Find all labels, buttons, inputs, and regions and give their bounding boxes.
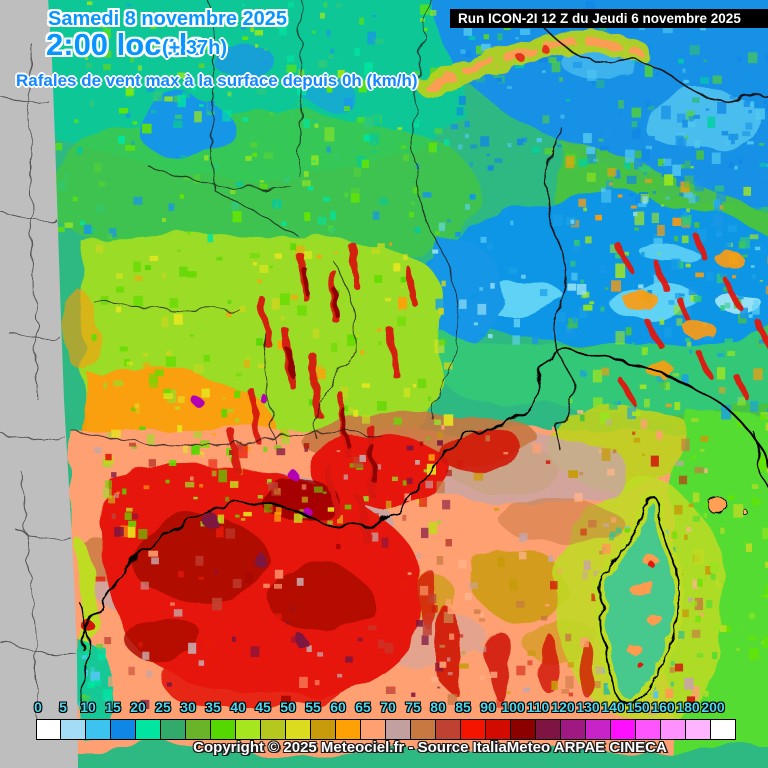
legend-color-box bbox=[110, 719, 136, 740]
legend-color-box bbox=[635, 719, 661, 740]
elba-island bbox=[707, 496, 728, 514]
forecast-time-label: 2:00 locale bbox=[46, 27, 205, 62]
legend-color-box bbox=[435, 719, 461, 740]
legend-color-box bbox=[610, 719, 636, 740]
legend-color-box bbox=[335, 719, 361, 740]
legend-color-box bbox=[210, 719, 236, 740]
model-domain-gray-margin bbox=[0, 0, 78, 768]
legend-color-box bbox=[36, 719, 62, 740]
legend-tick-label: 80 bbox=[430, 699, 446, 715]
legend-color-box bbox=[560, 719, 586, 740]
legend-tick-label: 40 bbox=[230, 699, 246, 715]
legend-color-box bbox=[260, 719, 286, 740]
legend-tick-label: 15 bbox=[105, 699, 121, 715]
model-run-bar: Run ICON-2I 12 Z du Jeudi 6 novembre 202… bbox=[450, 9, 768, 28]
legend-color-box bbox=[510, 719, 536, 740]
legend-tick-label: 10 bbox=[80, 699, 96, 715]
legend-tick-label: 75 bbox=[405, 699, 421, 715]
legend-color-box bbox=[710, 719, 736, 740]
legend-tick-label: 55 bbox=[305, 699, 321, 715]
legend-color-box bbox=[685, 719, 711, 740]
legend-tick-label: 200 bbox=[701, 699, 725, 715]
legend-color-box bbox=[410, 719, 436, 740]
legend-color-box bbox=[385, 719, 411, 740]
legend-tick-label: 110 bbox=[526, 699, 550, 715]
legend-tick-label: 50 bbox=[280, 699, 296, 715]
legend-tick-label: 180 bbox=[676, 699, 700, 715]
legend-tick-label: 30 bbox=[180, 699, 196, 715]
legend-color-box bbox=[535, 719, 561, 740]
legend-color-box bbox=[285, 719, 311, 740]
legend-tick-label: 60 bbox=[330, 699, 346, 715]
legend-tick-label: 20 bbox=[130, 699, 146, 715]
legend-color-box bbox=[485, 719, 511, 740]
legend-tick-label: 70 bbox=[380, 699, 396, 715]
legend-color-box bbox=[160, 719, 186, 740]
legend-tick-label: 85 bbox=[455, 699, 471, 715]
forecast-date-label: Samedi 8 novembre 2025 bbox=[48, 8, 288, 30]
legend-color-box bbox=[235, 719, 261, 740]
legend-tick-label: 35 bbox=[205, 699, 221, 715]
legend-tick-label: 45 bbox=[255, 699, 271, 715]
parameter-label: Rafales de vent max à la surface depuis … bbox=[16, 71, 418, 90]
legend-tick-label: 150 bbox=[626, 699, 650, 715]
legend-tick-label: 25 bbox=[155, 699, 171, 715]
legend-tick-label: 5 bbox=[59, 699, 67, 715]
legend-tick-label: 100 bbox=[501, 699, 525, 715]
legend-color-box bbox=[135, 719, 161, 740]
forecast-offset-label: (+ 37h) bbox=[162, 37, 228, 59]
legend-tick-label: 90 bbox=[480, 699, 496, 715]
corsica-island bbox=[594, 491, 748, 709]
legend-tick-label: 160 bbox=[651, 699, 675, 715]
legend-color-box bbox=[360, 719, 386, 740]
copyright-line: Copyright © 2025 Meteociel.fr - Source I… bbox=[193, 739, 667, 756]
legend-color-box bbox=[185, 719, 211, 740]
map-borders bbox=[0, 0, 768, 741]
legend-color-box bbox=[460, 719, 486, 740]
legend-color-box bbox=[310, 719, 336, 740]
legend-tick-label: 0 bbox=[34, 699, 42, 715]
legend-color-box bbox=[85, 719, 111, 740]
map-ridge-streaks bbox=[193, 31, 768, 646]
legend-color-box bbox=[660, 719, 686, 740]
legend-tick-label: 65 bbox=[355, 699, 371, 715]
legend-tick-label: 140 bbox=[601, 699, 625, 715]
legend-color-box bbox=[585, 719, 611, 740]
legend-tick-label: 120 bbox=[551, 699, 575, 715]
legend-color-box bbox=[60, 719, 86, 740]
legend-tick-label: 130 bbox=[576, 699, 600, 715]
